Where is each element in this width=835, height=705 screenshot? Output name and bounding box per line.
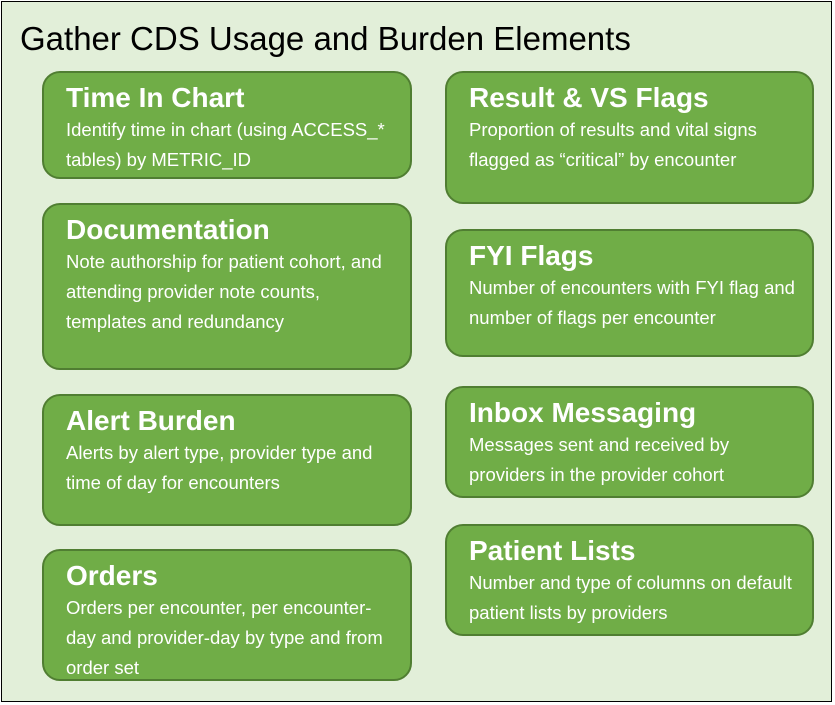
patient-lists-heading: Patient Lists xyxy=(469,535,636,566)
documentation-description: Note authorship for patient cohort, and … xyxy=(66,251,382,332)
fyi-flags-heading: FYI Flags xyxy=(469,240,594,271)
time-in-chart-box: Time In Chart Identify time in chart (us… xyxy=(42,71,412,179)
fyi-flags-box: FYI Flags Number of encounters with FYI … xyxy=(445,229,814,357)
orders-box: Orders Orders per encounter, per encount… xyxy=(42,549,412,681)
alert-burden-description: Alerts by alert type, provider type and … xyxy=(66,442,373,493)
alert-burden-box: Alert Burden Alerts by alert type, provi… xyxy=(42,394,412,526)
result-vs-flags-box: Result & VS Flags Proportion of results … xyxy=(445,71,814,204)
documentation-box: Documentation Note authorship for patien… xyxy=(42,203,412,370)
patient-lists-description: Number and type of columns on default pa… xyxy=(469,572,792,623)
documentation-heading: Documentation xyxy=(66,214,270,245)
orders-heading: Orders xyxy=(66,560,158,591)
inbox-messaging-box: Inbox Messaging Messages sent and receiv… xyxy=(445,386,814,498)
time-in-chart-description: Identify time in chart (using ACCESS_* t… xyxy=(66,119,385,170)
alert-burden-heading: Alert Burden xyxy=(66,405,236,436)
orders-description: Orders per encounter, per encounter-day … xyxy=(66,597,383,678)
inbox-messaging-heading: Inbox Messaging xyxy=(469,397,697,428)
diagram-title: Gather CDS Usage and Burden Elements xyxy=(20,20,631,57)
result-vs-flags-heading: Result & VS Flags xyxy=(469,82,709,113)
time-in-chart-heading: Time In Chart xyxy=(66,82,245,113)
fyi-flags-description: Number of encounters with FYI flag and n… xyxy=(469,277,795,328)
result-vs-flags-description: Proportion of results and vital signs fl… xyxy=(469,119,757,170)
inbox-messaging-description: Messages sent and received by providers … xyxy=(469,434,730,485)
patient-lists-box: Patient Lists Number and type of columns… xyxy=(445,524,814,636)
